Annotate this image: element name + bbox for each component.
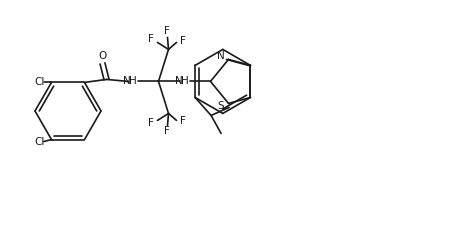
Text: N: N (216, 52, 224, 61)
Text: H: H (180, 76, 188, 86)
Text: S: S (217, 101, 223, 112)
Text: F: F (163, 126, 169, 136)
Text: F: F (179, 36, 185, 46)
Text: N: N (174, 76, 182, 86)
Text: N: N (122, 76, 130, 86)
Text: F: F (179, 116, 185, 126)
Text: F: F (147, 118, 153, 128)
Text: Cl: Cl (34, 136, 45, 147)
Text: F: F (163, 26, 169, 36)
Text: O: O (98, 52, 106, 61)
Text: H: H (128, 76, 136, 86)
Text: Cl: Cl (34, 77, 45, 87)
Text: F: F (147, 34, 153, 44)
